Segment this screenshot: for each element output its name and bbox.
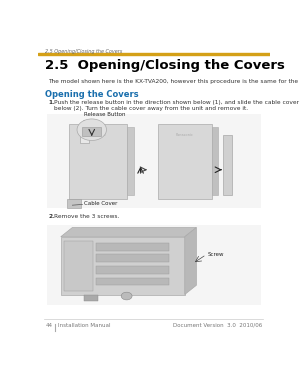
Text: Remove the 3 screws.: Remove the 3 screws. bbox=[54, 215, 119, 220]
Text: Installation Manual: Installation Manual bbox=[58, 323, 110, 328]
Polygon shape bbox=[61, 227, 196, 237]
Text: Cable Cover: Cable Cover bbox=[84, 201, 117, 206]
Ellipse shape bbox=[77, 119, 106, 140]
Ellipse shape bbox=[121, 292, 132, 300]
Text: The model shown here is the KX-TVA200, however this procedure is the same for th: The model shown here is the KX-TVA200, h… bbox=[48, 79, 300, 84]
Bar bbox=[61, 237, 185, 294]
Text: 2.5  Opening/Closing the Covers: 2.5 Opening/Closing the Covers bbox=[45, 59, 285, 72]
Bar bbox=[80, 133, 89, 143]
Text: Release Button: Release Button bbox=[84, 113, 125, 118]
Bar bbox=[96, 243, 169, 251]
Text: 2.: 2. bbox=[48, 215, 55, 220]
Bar bbox=[96, 277, 169, 285]
Text: 1.: 1. bbox=[48, 100, 55, 106]
Bar bbox=[212, 127, 218, 195]
Bar bbox=[158, 123, 212, 199]
Text: Screw: Screw bbox=[208, 252, 224, 257]
Bar bbox=[82, 126, 101, 136]
Text: Opening the Covers: Opening the Covers bbox=[45, 90, 139, 99]
Bar bbox=[67, 199, 81, 208]
Bar bbox=[96, 255, 169, 262]
Text: Push the release button in the direction shown below (1), and slide the cable co: Push the release button in the direction… bbox=[54, 100, 300, 111]
Polygon shape bbox=[185, 227, 197, 294]
Bar bbox=[96, 266, 169, 274]
Bar bbox=[47, 225, 261, 305]
Bar bbox=[127, 127, 134, 195]
Text: 44: 44 bbox=[45, 323, 52, 328]
Text: 2.5 Opening/Closing the Covers: 2.5 Opening/Closing the Covers bbox=[45, 49, 122, 54]
Bar bbox=[68, 123, 127, 199]
Bar bbox=[64, 241, 93, 291]
Bar bbox=[47, 114, 261, 208]
Text: Document Version  3.0  2010/06: Document Version 3.0 2010/06 bbox=[173, 323, 262, 328]
Bar bbox=[223, 135, 232, 195]
Bar bbox=[38, 54, 270, 55]
Bar bbox=[84, 294, 98, 301]
Text: Panasonic: Panasonic bbox=[88, 133, 106, 137]
Text: Panasonic: Panasonic bbox=[176, 133, 194, 137]
